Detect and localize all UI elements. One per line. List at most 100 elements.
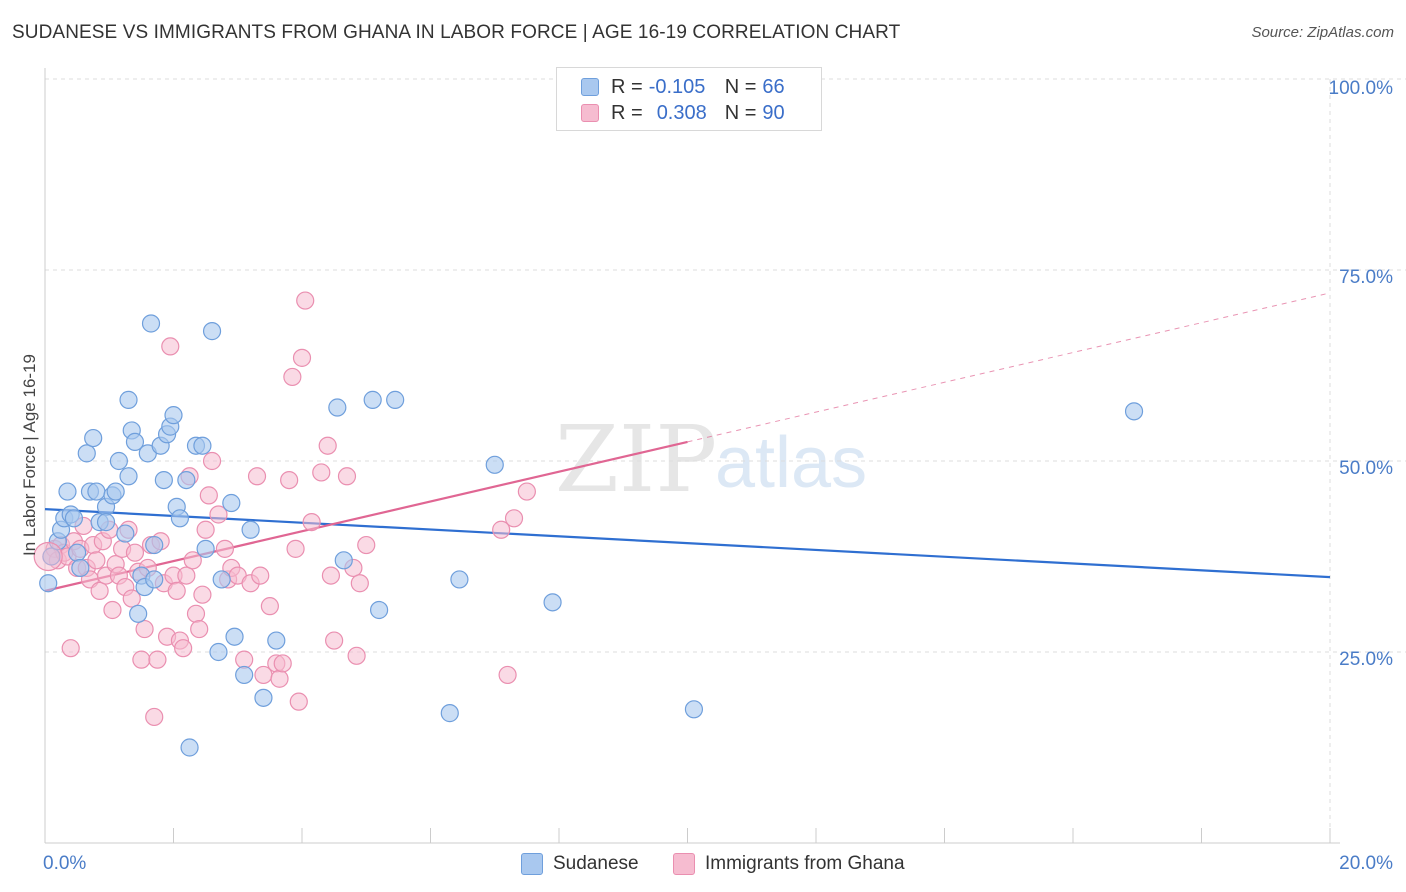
- sudanese-point: [334, 551, 353, 570]
- ghana-point: [350, 574, 369, 593]
- ghana-point: [296, 291, 315, 310]
- ghana-point: [202, 451, 222, 471]
- ghana-point: [161, 337, 180, 356]
- sudanese-point: [109, 451, 128, 471]
- ghana-point: [289, 692, 308, 711]
- sudanese-point: [125, 432, 145, 451]
- legend-row-ghana: R = 0.308 N = 90: [581, 100, 785, 126]
- ghana-point: [280, 471, 299, 490]
- x-tick-label-min: 0.0%: [43, 853, 86, 874]
- sudanese-point: [193, 436, 212, 455]
- watermark-zip: ZIP: [555, 406, 717, 513]
- ghana-point: [321, 566, 341, 585]
- y-axis-label: In Labor Force | Age 16-19: [20, 354, 39, 556]
- legend-r-value-ghana: 0.308: [656, 101, 707, 124]
- ghana-point: [190, 619, 209, 639]
- sudanese-point: [119, 467, 138, 486]
- sudanese-point: [209, 642, 228, 662]
- ghana-point: [251, 566, 270, 585]
- sudanese-point: [1124, 402, 1144, 421]
- ghana-point: [498, 665, 517, 685]
- sudanese-point: [543, 593, 562, 612]
- y-tick-label: 100.0%: [1329, 78, 1394, 99]
- ghana-trend-line-extension: [687, 292, 1331, 443]
- grid-lines: [45, 78, 1406, 843]
- sudanese-point: [96, 513, 116, 532]
- ghana-point: [235, 650, 254, 669]
- ghana-point: [167, 581, 186, 600]
- ghana-point: [347, 646, 366, 665]
- sudanese-point: [141, 314, 161, 333]
- ghana-point: [132, 650, 151, 669]
- ghana-point: [174, 639, 193, 658]
- ghana-point: [270, 669, 289, 688]
- legend-n-label: N =: [724, 75, 757, 98]
- ghana-point: [125, 543, 145, 562]
- legend-r-value-sudanese: -0.105: [648, 75, 706, 98]
- ghana-point: [273, 654, 292, 673]
- sudanese-point: [87, 482, 106, 501]
- sudanese-point: [267, 631, 286, 650]
- sudanese-point: [58, 482, 77, 501]
- x-tick-label-max: 20.0%: [1339, 853, 1393, 874]
- bottom-legend-sudanese-label: Sudanese: [553, 853, 639, 874]
- bottom-legend-ghana: Immigrants from Ghana: [673, 852, 905, 876]
- sudanese-point: [177, 471, 196, 490]
- ghana-point: [504, 509, 524, 528]
- sudanese-point: [164, 406, 183, 425]
- ghana-point: [193, 585, 212, 604]
- y-tick-label: 25.0%: [1339, 649, 1393, 670]
- legend-r-label: R =: [611, 101, 643, 124]
- sudanese-point: [386, 390, 405, 409]
- ghana-point: [517, 482, 536, 501]
- ghana-point: [337, 467, 357, 486]
- data-points: [33, 69, 1144, 757]
- sudanese-swatch: [581, 78, 599, 96]
- legend: R = -0.105 N = 66 R = 0.308 N = 90: [556, 67, 822, 131]
- ghana-point: [87, 551, 106, 570]
- sudanese-point: [106, 482, 125, 501]
- sudanese-point: [440, 704, 459, 723]
- chart-source: Source: ZipAtlas.com: [1251, 24, 1394, 41]
- tick-labels: 25.0% 50.0% 75.0% 100.0% 0.0% 20.0%: [43, 78, 1393, 874]
- legend-n-value-sudanese: 66: [762, 75, 785, 98]
- ghana-point: [318, 436, 337, 455]
- sudanese-point: [450, 570, 469, 589]
- ghana-point: [247, 467, 267, 486]
- sudanese-point: [212, 570, 231, 589]
- watermark-atlas: atlas: [715, 423, 867, 503]
- bottom-legend-sudanese: Sudanese: [521, 852, 639, 876]
- ghana-point: [177, 566, 196, 585]
- ghana-point: [215, 539, 234, 558]
- sudanese-point: [485, 455, 504, 474]
- sudanese-point: [222, 493, 241, 513]
- sudanese-point: [180, 738, 199, 757]
- ghana-point: [492, 520, 511, 539]
- sudanese-point: [202, 322, 222, 341]
- chart-title: SUDANESE VS IMMIGRANTS FROM GHANA IN LAB…: [12, 22, 901, 43]
- legend-row-sudanese: R = -0.105 N = 66: [581, 74, 785, 100]
- sudanese-point: [84, 428, 103, 448]
- ghana-point: [260, 597, 279, 616]
- sudanese-point: [68, 543, 87, 562]
- sudanese-point: [145, 570, 164, 589]
- sudanese-point: [116, 524, 135, 543]
- ghana-point: [183, 551, 202, 570]
- ghana-swatch: [581, 104, 599, 122]
- sudanese-point: [77, 444, 96, 463]
- legend-r-label: R =: [611, 75, 643, 98]
- ghana-point: [103, 600, 122, 620]
- sudanese-point: [145, 535, 164, 555]
- sudanese-point: [154, 471, 173, 490]
- ghana-point: [199, 486, 218, 505]
- bottom-legend-ghana-label: Immigrants from Ghana: [705, 853, 905, 874]
- ghana-point: [135, 619, 154, 639]
- ghana-point: [302, 513, 321, 532]
- sudanese-point: [684, 700, 704, 719]
- ghana-point: [186, 604, 206, 623]
- sudanese-point: [235, 665, 254, 685]
- ghana-point: [357, 535, 376, 555]
- sudanese-point: [254, 688, 273, 707]
- trend-lines: [44, 292, 1331, 592]
